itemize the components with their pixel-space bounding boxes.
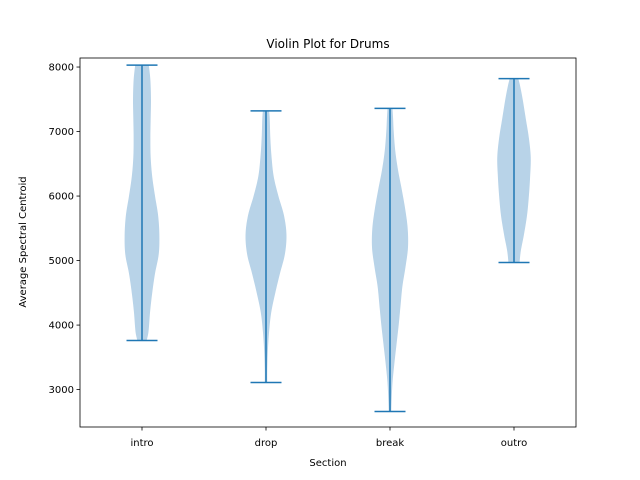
y-axis-label: Average Spectral Centroid (18, 176, 29, 307)
y-tick-label: 5000 (49, 256, 74, 267)
x-tick-label-intro: intro (130, 438, 153, 449)
x-axis: intro drop break outro (130, 427, 527, 449)
y-tick-label: 4000 (49, 321, 74, 332)
x-tick-label-outro: outro (501, 438, 527, 449)
y-axis: 3000 4000 5000 6000 7000 8000 (49, 63, 80, 396)
violin-group (124, 64, 531, 413)
x-tick-label-drop: drop (255, 438, 278, 449)
y-tick-label: 3000 (49, 385, 74, 396)
chart-title: Violin Plot for Drums (266, 37, 389, 51)
plot-frame (79, 57, 577, 428)
y-tick-label: 7000 (49, 127, 74, 138)
x-axis-label: Section (309, 458, 346, 469)
x-tick-label-break: break (376, 438, 405, 449)
y-tick-label: 8000 (49, 63, 74, 74)
y-tick-label: 6000 (49, 192, 74, 203)
